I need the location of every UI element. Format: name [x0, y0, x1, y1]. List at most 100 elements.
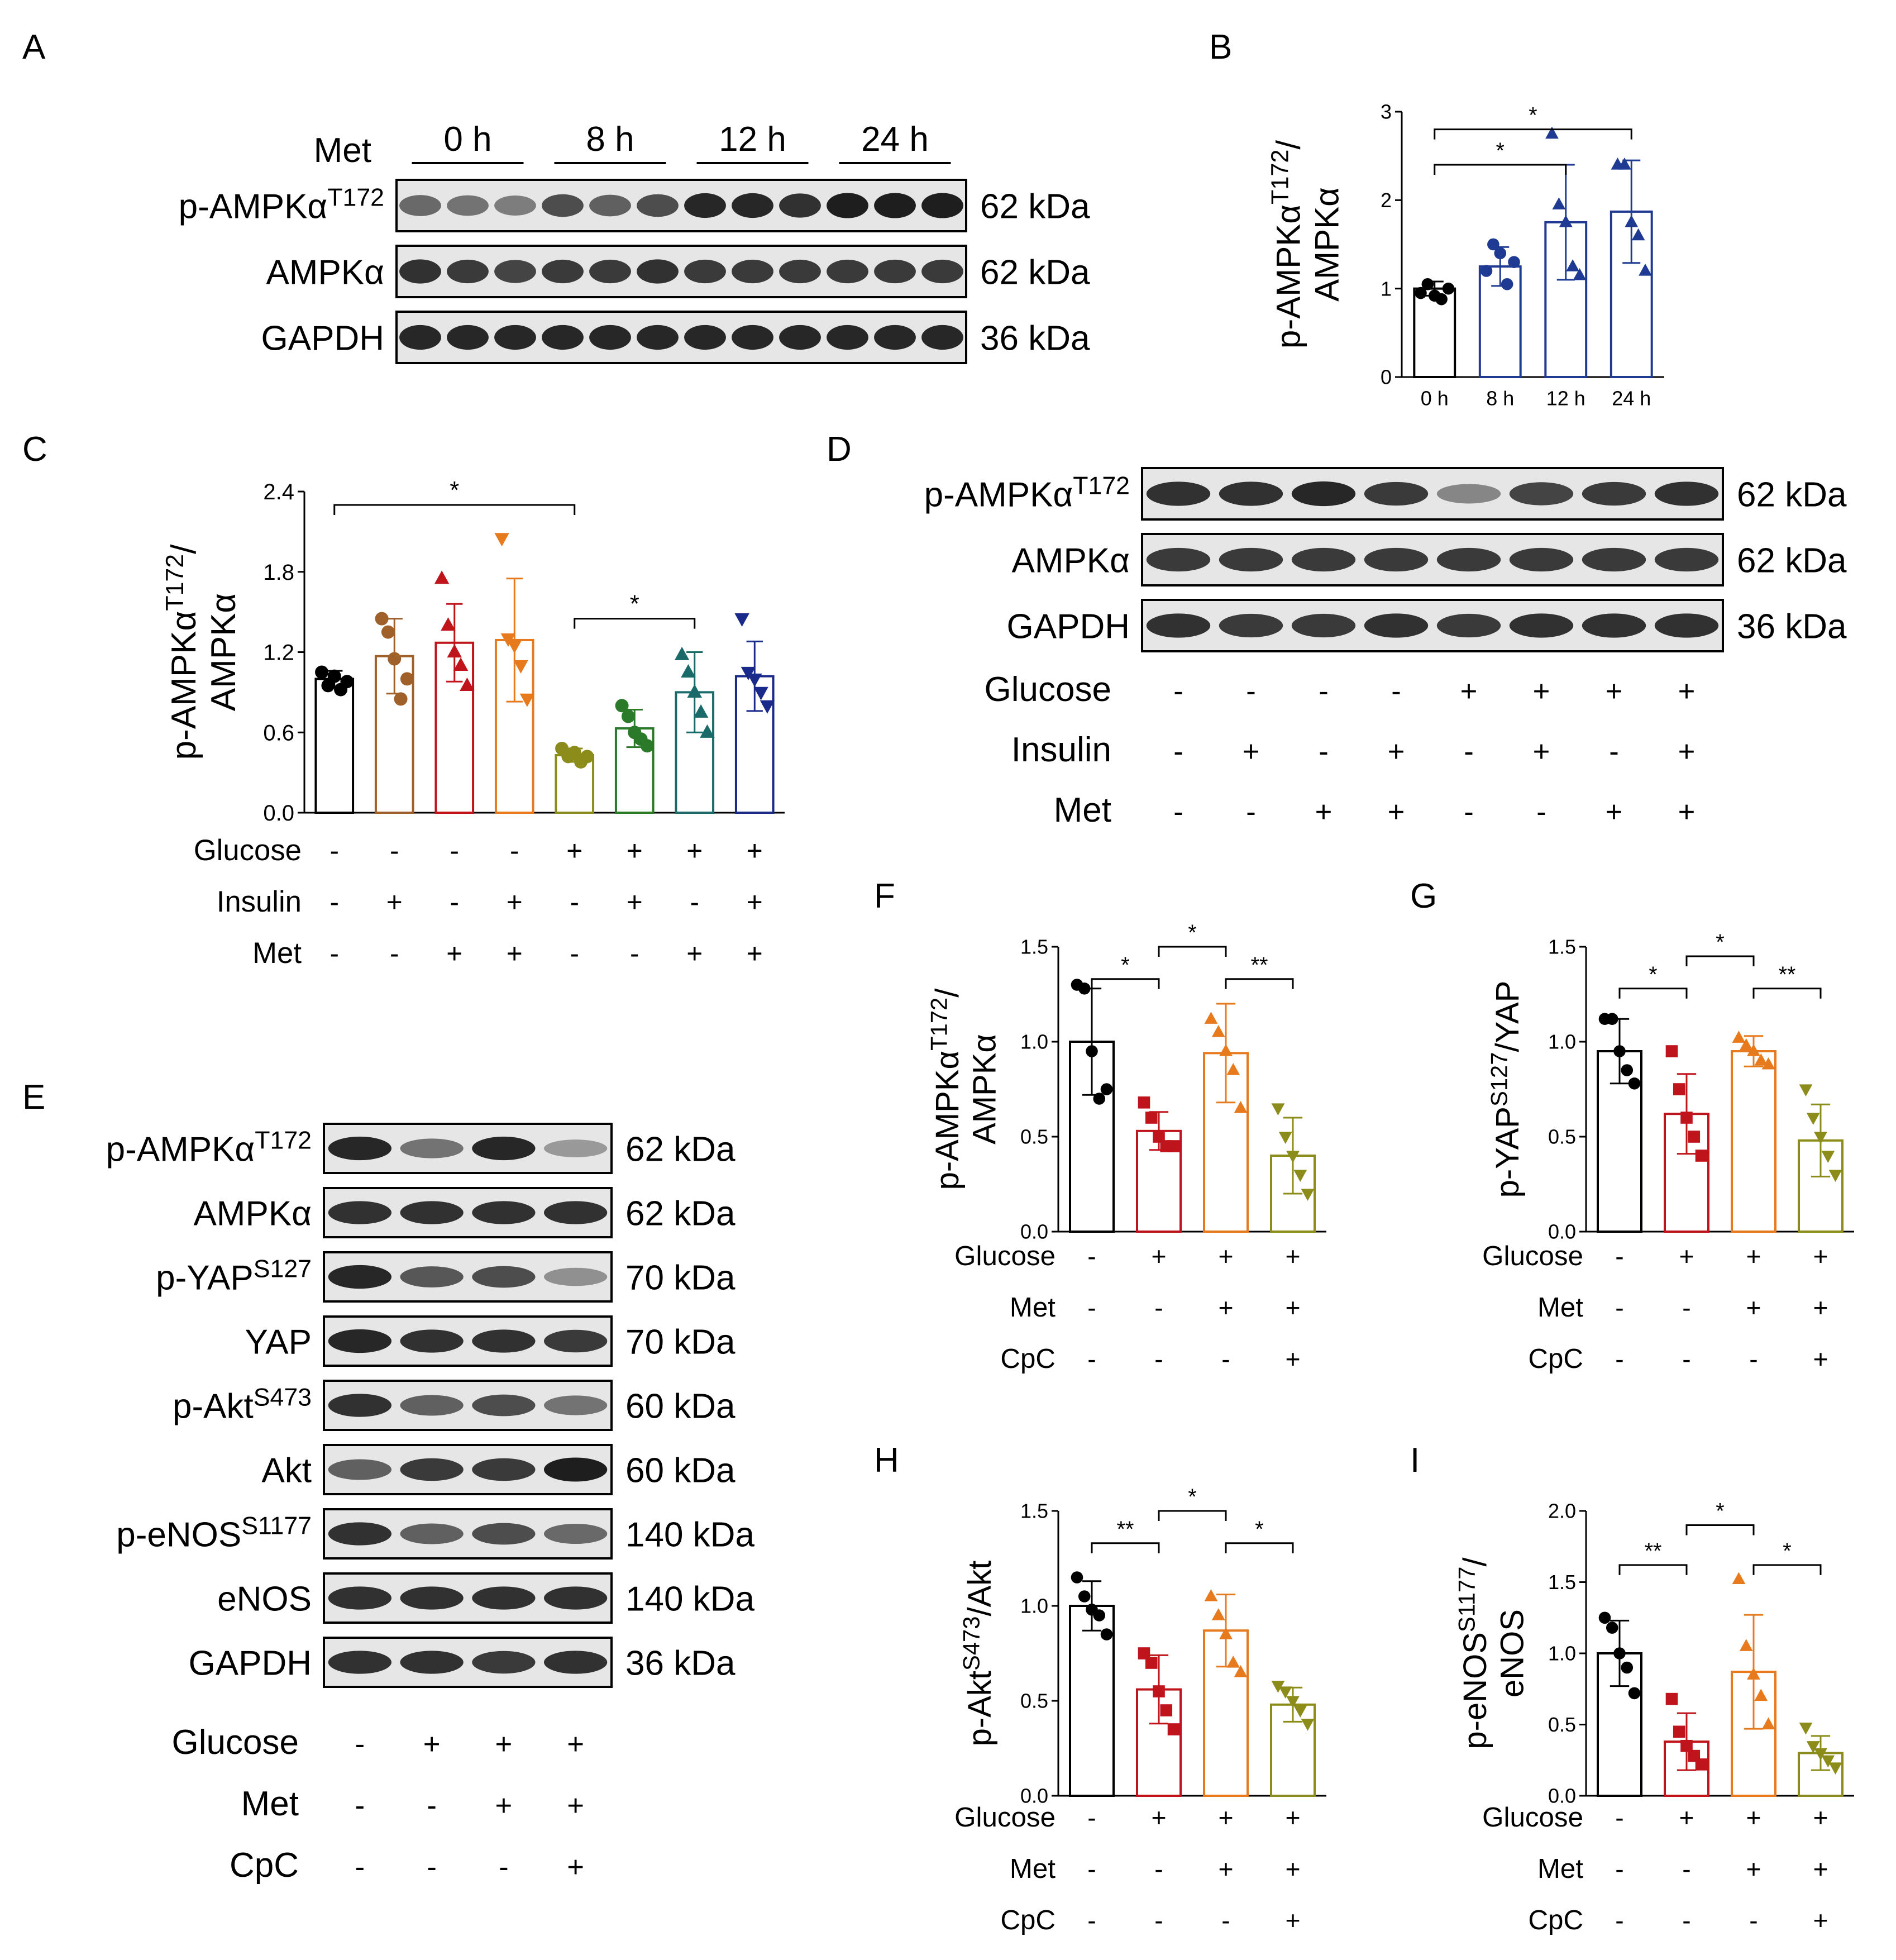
condition-sign: - [1319, 675, 1329, 708]
data-point [1806, 1113, 1820, 1125]
blot-band [400, 1523, 464, 1544]
blot-band [328, 1265, 392, 1289]
condition-sign: - [1173, 675, 1183, 708]
data-point [1739, 1038, 1753, 1051]
blot-band [328, 1586, 392, 1610]
condition-sign: - [1087, 1344, 1096, 1374]
bar [1413, 287, 1456, 379]
kda-label: 36 kDa [1737, 607, 1847, 646]
time-group-label: 8 h [586, 120, 634, 159]
condition-sign: - [355, 1728, 365, 1761]
blot-band [400, 1138, 464, 1158]
significance-mark: * [1529, 103, 1537, 128]
data-point [1415, 287, 1427, 299]
condition-sign: - [450, 835, 459, 866]
data-point [434, 570, 450, 584]
condition-sign: + [567, 1789, 584, 1822]
blot-band [494, 195, 536, 216]
blot-band [684, 259, 726, 284]
time-group-label: 12 h [719, 120, 786, 159]
significance-mark: * [1716, 930, 1724, 955]
blot-band [399, 259, 441, 284]
condition-sign: + [627, 886, 643, 918]
bar [1731, 1050, 1776, 1233]
y-tick-label: 1.5 [1548, 936, 1576, 958]
condition-sign: - [1087, 1854, 1096, 1883]
condition-sign: - [1246, 795, 1256, 828]
condition-label: Met [1537, 1292, 1583, 1323]
condition-sign: + [386, 886, 403, 918]
data-point [507, 640, 522, 654]
y-tick-label: 0.0 [1020, 1785, 1048, 1808]
data-point [1814, 1132, 1827, 1144]
condition-sign: + [507, 886, 523, 918]
band-label-sup: T172 [255, 1127, 312, 1155]
data-point [1086, 1045, 1098, 1057]
condition-sign: + [1243, 735, 1260, 768]
data-point [1421, 278, 1434, 290]
condition-sign: - [1749, 1344, 1757, 1374]
blot-band [827, 259, 868, 284]
chart-h: 0.00.51.01.5p-AktS473/Akt****Glucose - + + +… [954, 1485, 1326, 1935]
blot-band [447, 259, 489, 284]
y-tick-label: 3 [1381, 101, 1392, 123]
blot-band [472, 1586, 536, 1610]
blot-band [543, 1457, 608, 1482]
significance-mark: ** [1117, 1517, 1134, 1542]
blot-band [542, 259, 584, 284]
band-label: p-AMPKαT172 [924, 473, 1130, 514]
data-point [1799, 1722, 1813, 1735]
y-tick-label: 1 [1381, 277, 1392, 300]
y-axis-label-sup: T172 [926, 998, 952, 1051]
data-point [1234, 1665, 1248, 1677]
blot-band [328, 1651, 392, 1674]
condition-sign: + [747, 938, 763, 969]
data-point [460, 677, 475, 691]
data-point [640, 739, 654, 753]
kda-label: 62 kDa [1737, 475, 1847, 514]
condition-sign: + [1285, 1344, 1300, 1374]
data-point [1761, 1717, 1775, 1730]
condition-sign: - [1087, 1803, 1096, 1832]
condition-sign: + [1746, 1803, 1761, 1832]
data-point [1617, 158, 1631, 170]
band-label: p-AMPKαT172 [179, 184, 384, 226]
blot-band [637, 259, 679, 284]
data-point [1814, 1748, 1827, 1761]
blot-band [779, 259, 821, 284]
y-axis-label-tail: / [1457, 1557, 1493, 1566]
condition-sign: + [1813, 1293, 1828, 1322]
data-point [1100, 1083, 1113, 1095]
data-point [1828, 1170, 1842, 1182]
blot-band [1219, 613, 1283, 638]
data-point [453, 657, 469, 671]
y-axis-label-tail: /Akt [962, 1561, 998, 1616]
band-label: AMPKα [1011, 541, 1130, 580]
blot-band [589, 259, 631, 284]
significance-mark: * [1188, 1485, 1196, 1509]
chart-i: 0.00.51.01.52.0p-eNOSS1177/eNOS****Gluco… [1454, 1499, 1854, 1935]
blot-band [1654, 481, 1719, 506]
blot-band [472, 1266, 536, 1288]
condition-sign: + [1678, 795, 1696, 828]
blot-band [400, 1586, 464, 1610]
condition-sign: + [495, 1728, 512, 1761]
condition-sign: + [507, 938, 523, 969]
condition-sign: + [1218, 1242, 1233, 1271]
panel-label-i: I [1410, 1441, 1420, 1480]
blot-band [874, 325, 916, 350]
blot-d: p-AMPKαT172 62 kDa AMPKα 62 kDa GAPDH 36 kDa G… [924, 467, 1847, 829]
blot-band [400, 1395, 464, 1416]
data-point [1621, 1661, 1634, 1674]
data-point [1639, 264, 1652, 276]
band-label: AMPKα [266, 253, 384, 292]
blot-band [1219, 547, 1283, 572]
blot-band [732, 259, 773, 284]
condition-sign: + [627, 835, 643, 866]
y-tick-label: 1.0 [1020, 1031, 1048, 1053]
data-point [615, 699, 629, 713]
condition-sign: + [446, 938, 462, 969]
data-point [381, 625, 395, 639]
condition-sign: + [1285, 1854, 1300, 1883]
